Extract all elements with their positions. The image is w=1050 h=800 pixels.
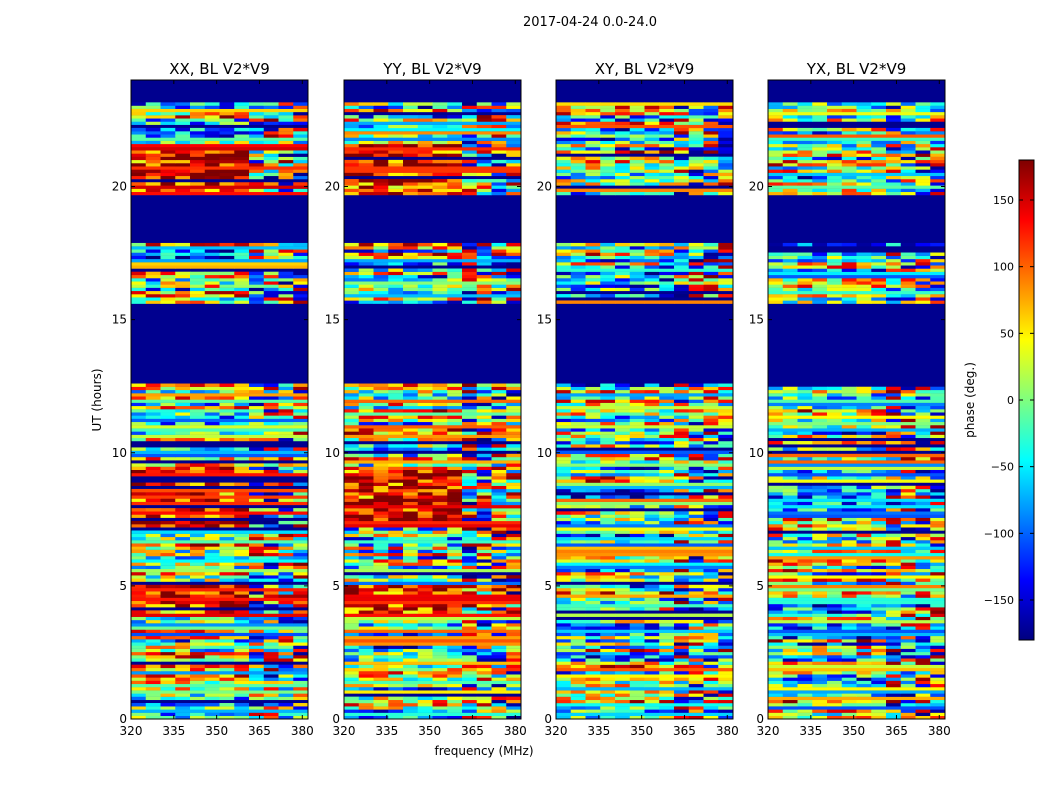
x-tick-label: 380 bbox=[928, 724, 951, 738]
x-tick-label: 320 bbox=[757, 724, 780, 738]
y-tick-label: 5 bbox=[756, 579, 764, 593]
panel-frame bbox=[343, 79, 522, 720]
panel-frame bbox=[767, 79, 946, 720]
y-tick-label: 0 bbox=[332, 712, 340, 726]
y-tick-label: 0 bbox=[756, 712, 764, 726]
x-tick-label: 365 bbox=[673, 724, 696, 738]
panel-title: XX, BL V2*V9 bbox=[169, 60, 270, 78]
colorbar: −150 −100 −50 0 50 100 150 bbox=[984, 159, 1035, 641]
y-tick-label: 10 bbox=[537, 446, 552, 460]
x-axis-label: frequency (MHz) bbox=[434, 744, 533, 758]
x-tick-label: 380 bbox=[716, 724, 739, 738]
y-tick-label: 15 bbox=[749, 313, 764, 327]
colorbar-tick-label: 50 bbox=[1000, 327, 1014, 340]
colorbar-tick-label: −100 bbox=[984, 527, 1014, 540]
y-tick-label: 10 bbox=[112, 446, 127, 460]
x-tick-label: 380 bbox=[291, 724, 314, 738]
y-tick-label: 5 bbox=[544, 579, 552, 593]
y-tick-label: 10 bbox=[325, 446, 340, 460]
y-tick-label: 20 bbox=[112, 180, 127, 194]
colorbar-label: phase (deg.) bbox=[963, 362, 977, 438]
x-tick-label: 380 bbox=[504, 724, 527, 738]
x-tick-label: 350 bbox=[418, 724, 441, 738]
panel-3: XY, BL V2*V9 320 335 350 365 380 0 5 10 15 20 bbox=[537, 60, 739, 738]
colorbar-tick-label: 100 bbox=[993, 261, 1014, 274]
panel-title: YY, BL V2*V9 bbox=[382, 60, 481, 78]
x-tick-label: 320 bbox=[545, 724, 568, 738]
colorbar-tick-label: −50 bbox=[991, 461, 1014, 474]
y-tick-label: 0 bbox=[119, 712, 127, 726]
heatmap-cells bbox=[768, 102, 945, 719]
colorbar-tick-label: 0 bbox=[1007, 394, 1014, 407]
panel-title: XY, BL V2*V9 bbox=[595, 60, 695, 78]
y-tick-label: 20 bbox=[749, 180, 764, 194]
panel-1: XX, BL V2*V9 320 335 350 365 380 0 5 10 15 20 bbox=[112, 60, 314, 738]
y-tick-label: 20 bbox=[325, 180, 340, 194]
y-tick-label: 10 bbox=[749, 446, 764, 460]
panel-frame bbox=[130, 79, 309, 720]
x-tick-label: 335 bbox=[587, 724, 610, 738]
x-tick-label: 335 bbox=[162, 724, 185, 738]
x-tick-label: 350 bbox=[842, 724, 865, 738]
x-tick-label: 335 bbox=[375, 724, 398, 738]
panel-4: YX, BL V2*V9 320 335 350 365 380 0 5 10 15 20 bbox=[749, 60, 951, 738]
x-tick-label: 320 bbox=[120, 724, 143, 738]
x-tick-label: 335 bbox=[799, 724, 822, 738]
panel-2: YY, BL V2*V9 320 335 350 365 380 0 5 10 15 20 bbox=[325, 60, 527, 738]
heatmap-cells bbox=[556, 102, 733, 719]
panel-frame bbox=[555, 79, 734, 720]
x-tick-label: 350 bbox=[205, 724, 228, 738]
heatmap-cells bbox=[344, 102, 521, 719]
panel-title: YX, BL V2*V9 bbox=[806, 60, 907, 78]
x-tick-label: 365 bbox=[885, 724, 908, 738]
x-tick-label: 365 bbox=[461, 724, 484, 738]
y-tick-label: 15 bbox=[325, 313, 340, 327]
colorbar-tick-label: 150 bbox=[993, 194, 1014, 207]
y-tick-label: 0 bbox=[544, 712, 552, 726]
x-tick-label: 320 bbox=[333, 724, 356, 738]
x-tick-label: 350 bbox=[630, 724, 653, 738]
colorbar-tick-label: −150 bbox=[984, 594, 1014, 607]
y-axis-label: UT (hours) bbox=[90, 368, 104, 431]
y-tick-label: 15 bbox=[537, 313, 552, 327]
y-tick-label: 15 bbox=[112, 313, 127, 327]
figure-suptitle: 2017-04-24 0.0-24.0 bbox=[523, 15, 657, 30]
heatmap-cells bbox=[131, 102, 308, 719]
y-tick-label: 20 bbox=[537, 180, 552, 194]
x-tick-label: 365 bbox=[248, 724, 271, 738]
y-tick-label: 5 bbox=[119, 579, 127, 593]
y-tick-label: 5 bbox=[332, 579, 340, 593]
